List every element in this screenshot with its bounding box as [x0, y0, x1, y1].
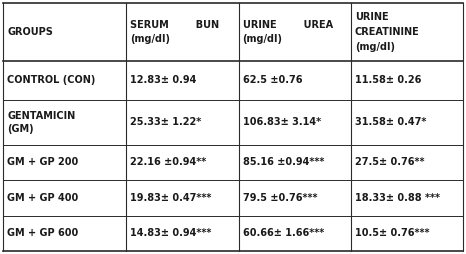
Text: GM + GP 600: GM + GP 600 — [7, 228, 78, 238]
Text: 14.83± 0.94***: 14.83± 0.94*** — [130, 228, 212, 238]
Text: 60.66± 1.66***: 60.66± 1.66*** — [242, 228, 324, 238]
Text: 10.5± 0.76***: 10.5± 0.76*** — [355, 228, 429, 238]
Text: 19.83± 0.47***: 19.83± 0.47*** — [130, 193, 212, 203]
Text: 11.58± 0.26: 11.58± 0.26 — [355, 75, 421, 85]
Text: URINE
CREATININE
(mg/dl): URINE CREATININE (mg/dl) — [355, 12, 419, 52]
Text: CONTROL (CON): CONTROL (CON) — [7, 75, 96, 85]
Text: 79.5 ±0.76***: 79.5 ±0.76*** — [242, 193, 317, 203]
Text: SERUM        BUN
(mg/dl): SERUM BUN (mg/dl) — [130, 20, 219, 44]
Text: URINE        UREA
(mg/dl): URINE UREA (mg/dl) — [242, 20, 333, 44]
Text: 27.5± 0.76**: 27.5± 0.76** — [355, 157, 424, 167]
Text: GM + GP 200: GM + GP 200 — [7, 157, 78, 167]
Text: GROUPS: GROUPS — [7, 27, 53, 37]
Text: 106.83± 3.14*: 106.83± 3.14* — [242, 117, 321, 127]
Text: GENTAMICIN
(GM): GENTAMICIN (GM) — [7, 111, 75, 134]
Text: 22.16 ±0.94**: 22.16 ±0.94** — [130, 157, 206, 167]
Text: 62.5 ±0.76: 62.5 ±0.76 — [242, 75, 302, 85]
Text: 12.83± 0.94: 12.83± 0.94 — [130, 75, 197, 85]
Text: 18.33± 0.88 ***: 18.33± 0.88 *** — [355, 193, 440, 203]
Text: GM + GP 400: GM + GP 400 — [7, 193, 78, 203]
Text: 85.16 ±0.94***: 85.16 ±0.94*** — [242, 157, 324, 167]
Text: 31.58± 0.47*: 31.58± 0.47* — [355, 117, 426, 127]
Text: 25.33± 1.22*: 25.33± 1.22* — [130, 117, 201, 127]
